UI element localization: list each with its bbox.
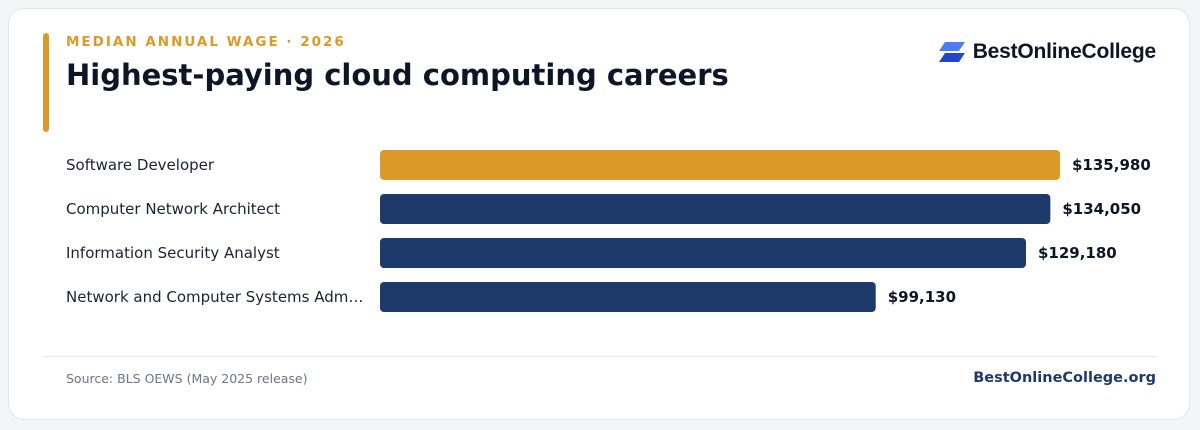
stacked-parallelogram-logo-icon: [938, 42, 965, 62]
brand-name: BestOnlineCollege: [972, 40, 1157, 63]
category-label: Computer Network Architect: [66, 200, 280, 218]
value-label: $129,180: [1038, 244, 1117, 262]
bar: [380, 238, 1026, 268]
bar: [380, 150, 1060, 180]
value-label: $134,050: [1062, 200, 1141, 218]
chart-eyebrow: MEDIAN ANNUAL WAGE · 2026: [66, 34, 346, 50]
value-label: $135,980: [1072, 156, 1151, 174]
bar: [380, 282, 876, 312]
chart-title: Highest-paying cloud computing careers: [66, 58, 729, 92]
source-note: Source: BLS OEWS (May 2025 release): [66, 371, 308, 386]
value-label: $99,130: [888, 288, 956, 306]
footer-divider: [44, 356, 1156, 357]
brand: BestOnlineCollege: [938, 40, 1157, 64]
bar: [380, 194, 1051, 224]
site-link[interactable]: BestOnlineCollege.org: [973, 370, 1156, 386]
category-label: Software Developer: [66, 156, 215, 174]
category-label: Network and Computer Systems Adm…: [66, 288, 363, 306]
category-label: Information Security Analyst: [66, 244, 280, 262]
accent-bar: [43, 33, 49, 132]
